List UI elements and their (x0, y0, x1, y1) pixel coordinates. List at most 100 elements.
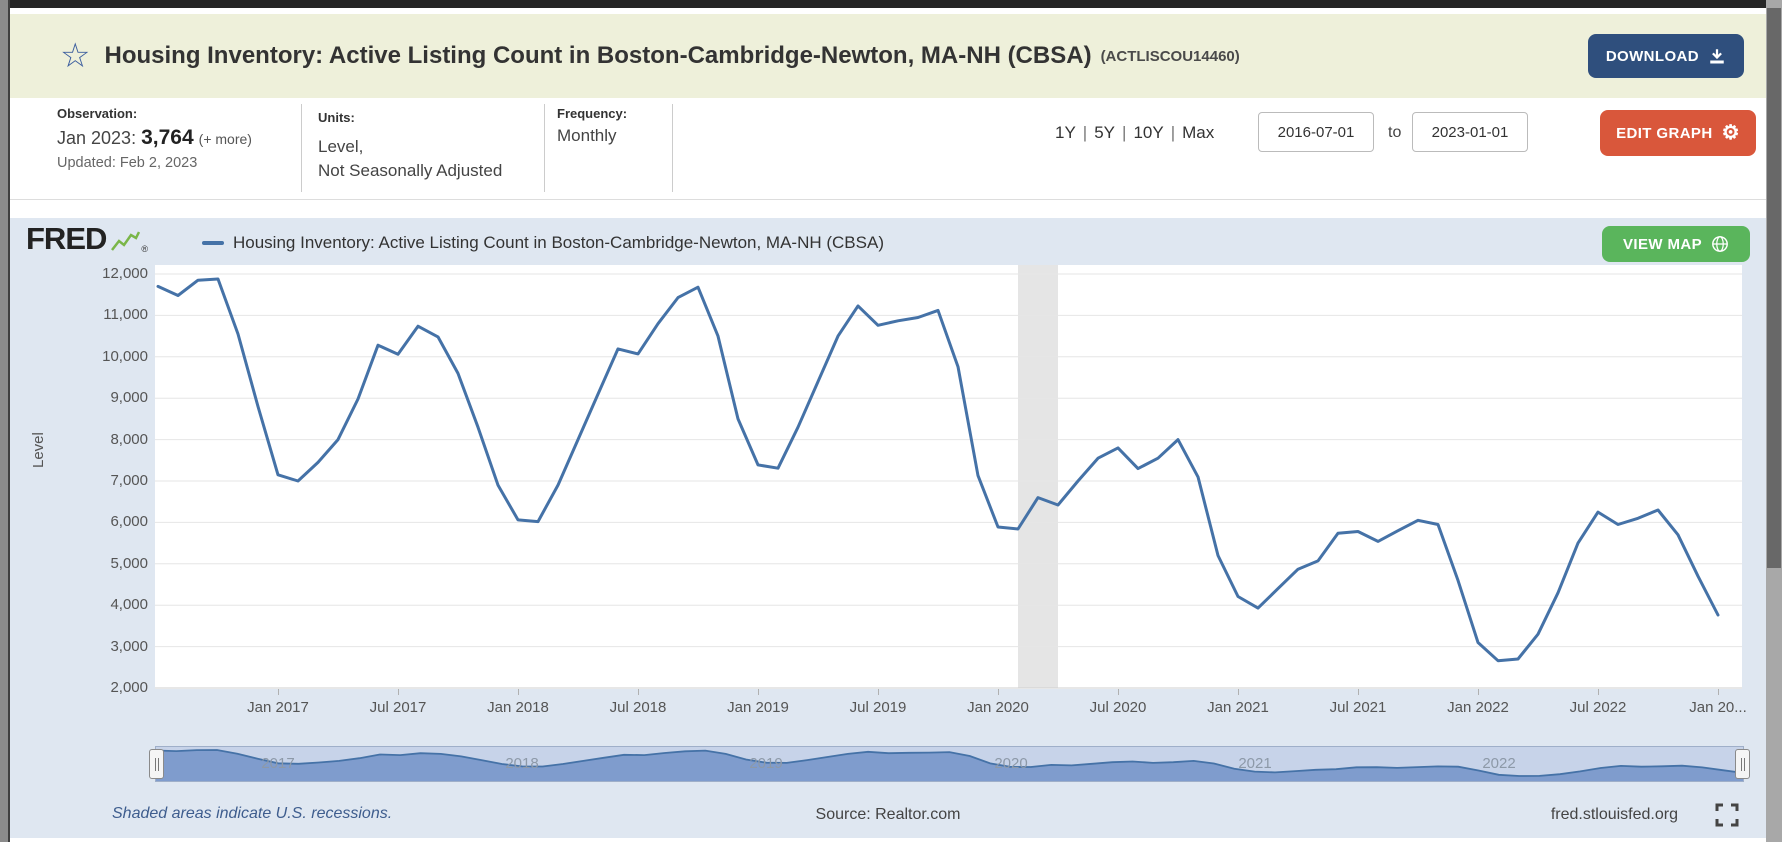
view-map-button[interactable]: VIEW MAP (1602, 226, 1750, 262)
view-map-button-label: VIEW MAP (1622, 235, 1703, 253)
x-tick-label: Jan 2021 (1207, 699, 1269, 716)
fred-logo-text: FRED (26, 221, 107, 256)
observation-value-line: Jan 2023: 3,764 (+ more) (57, 126, 252, 150)
globe-icon (1712, 236, 1728, 252)
range-1y[interactable]: 1Y (1055, 123, 1076, 142)
x-tick (1598, 689, 1599, 695)
frequency-label: Frequency: (557, 106, 628, 121)
x-tick-label: Jan 2017 (247, 699, 309, 716)
range-5y[interactable]: 5Y (1094, 123, 1116, 142)
divider (544, 104, 545, 192)
units-line1: Level, (318, 137, 364, 156)
slider-handle-left[interactable] (149, 749, 164, 779)
edit-graph-button[interactable]: EDIT GRAPH ⚙ (1600, 110, 1756, 156)
divider (672, 104, 673, 192)
range-separator: | (1122, 123, 1127, 142)
x-tick-label: Jul 2022 (1569, 699, 1627, 716)
range-separator: | (1082, 123, 1088, 142)
x-tick (1358, 689, 1359, 695)
y-tick-label: 6,000 (110, 513, 148, 530)
y-tick-label: 9,000 (110, 389, 148, 406)
fred-logo-registered: ® (141, 244, 149, 254)
meta-bar: Observation: Jan 2023: 3,764 (+ more) Up… (10, 98, 1766, 200)
y-tick-label: 11,000 (103, 306, 148, 323)
series-header: ☆ Housing Inventory: Active Listing Coun… (10, 14, 1766, 98)
units-label: Units: (318, 110, 355, 125)
observation-date: Jan 2023: (57, 128, 137, 148)
slider-year-label: 2021 (1238, 755, 1272, 772)
x-tick-label: Jul 2018 (609, 699, 667, 716)
x-tick (1118, 689, 1119, 695)
slider-handle-right[interactable] (1735, 749, 1750, 779)
main-plot-svg (155, 265, 1742, 689)
range-separator: | (1170, 123, 1176, 142)
units-block: Units: Level, Not Seasonally Adjusted (318, 106, 502, 183)
frequency-block: Frequency: Monthly (557, 106, 627, 146)
legend-series-label: Housing Inventory: Active Listing Count … (233, 233, 884, 252)
chart-legend: Housing Inventory: Active Listing Count … (202, 233, 884, 253)
site-text: fred.stlouisfed.org (1550, 806, 1678, 823)
divider (301, 104, 302, 192)
recession-note-link[interactable]: Shaded areas indicate U.S. recessions. (112, 805, 393, 822)
observation-value: 3,764 (141, 126, 194, 149)
page-title: Housing Inventory: Active Listing Count … (104, 42, 1092, 69)
x-tick (878, 689, 879, 695)
slider-year-label: 2020 (994, 755, 1028, 772)
date-from-input[interactable] (1258, 112, 1374, 152)
observation-more-link[interactable]: (+ more) (198, 131, 252, 147)
legend-line-swatch (202, 241, 224, 245)
range-slider[interactable]: 2017 2018 2019 2020 2021 2022 (149, 746, 1750, 782)
y-tick-label: 7,000 (110, 472, 148, 489)
observation-label: Observation: (57, 106, 138, 121)
series-id: (ACTLISCOU14460) (1100, 47, 1240, 65)
units-line2: Not Seasonally Adjusted (318, 161, 503, 180)
x-tick-label: Jan 20... (1689, 699, 1747, 716)
x-tick (1238, 689, 1239, 695)
observation-block: Observation: Jan 2023: 3,764 (+ more) Up… (57, 106, 252, 171)
fullscreen-icon[interactable] (1714, 802, 1740, 828)
x-tick-label: Jul 2019 (849, 699, 907, 716)
x-tick (1478, 689, 1479, 695)
x-tick-label: Jan 2020 (967, 699, 1029, 716)
fred-logo-chart-icon (111, 231, 141, 251)
range-slider-minichart (155, 749, 1744, 781)
slider-year-label: 2017 (261, 755, 295, 772)
window-left-edge (0, 0, 8, 842)
range-10y[interactable]: 10Y (1133, 123, 1164, 142)
download-button-label: DOWNLOAD (1605, 47, 1699, 65)
x-tick (398, 689, 399, 695)
x-tick-label: Jul 2021 (1329, 699, 1387, 716)
x-tick (1718, 689, 1719, 695)
edit-graph-button-label: EDIT GRAPH (1616, 124, 1713, 142)
observation-updated: Updated: Feb 2, 2023 (57, 155, 198, 171)
fred-logo[interactable]: FRED ® (26, 221, 149, 256)
x-tick (758, 689, 759, 695)
frequency-value: Monthly (557, 126, 617, 145)
date-to-input[interactable] (1412, 112, 1528, 152)
range-max[interactable]: Max (1182, 123, 1215, 142)
favorite-star-icon[interactable]: ☆ (60, 37, 91, 75)
download-icon (1710, 49, 1724, 64)
y-tick-label: 8,000 (110, 431, 148, 448)
slider-year-label: 2022 (1482, 755, 1516, 772)
x-tick-label: Jan 2022 (1447, 699, 1509, 716)
date-to-label: to (1388, 124, 1402, 141)
x-tick-label: Jul 2020 (1089, 699, 1147, 716)
x-tick-label: Jul 2017 (369, 699, 427, 716)
graph-panel: FRED ® Housing Inventory: Active Listing… (10, 218, 1766, 838)
page-scrollbar-thumb[interactable] (1767, 8, 1781, 568)
x-tick-label: Jan 2019 (727, 699, 789, 716)
plot-area[interactable] (155, 265, 1742, 689)
download-button[interactable]: DOWNLOAD (1587, 34, 1744, 78)
slider-year-label: 2018 (505, 755, 539, 772)
y-tick-label: 3,000 (110, 638, 148, 655)
window-top-bar (10, 0, 1766, 8)
x-tick (518, 689, 519, 695)
y-tick-label: 12,000 (102, 265, 148, 282)
y-tick-label: 2,000 (110, 679, 148, 696)
x-tick (638, 689, 639, 695)
x-tick-label: Jan 2018 (487, 699, 549, 716)
y-tick-label: 10,000 (102, 348, 148, 365)
source-text: Source: Realtor.com (815, 806, 961, 823)
